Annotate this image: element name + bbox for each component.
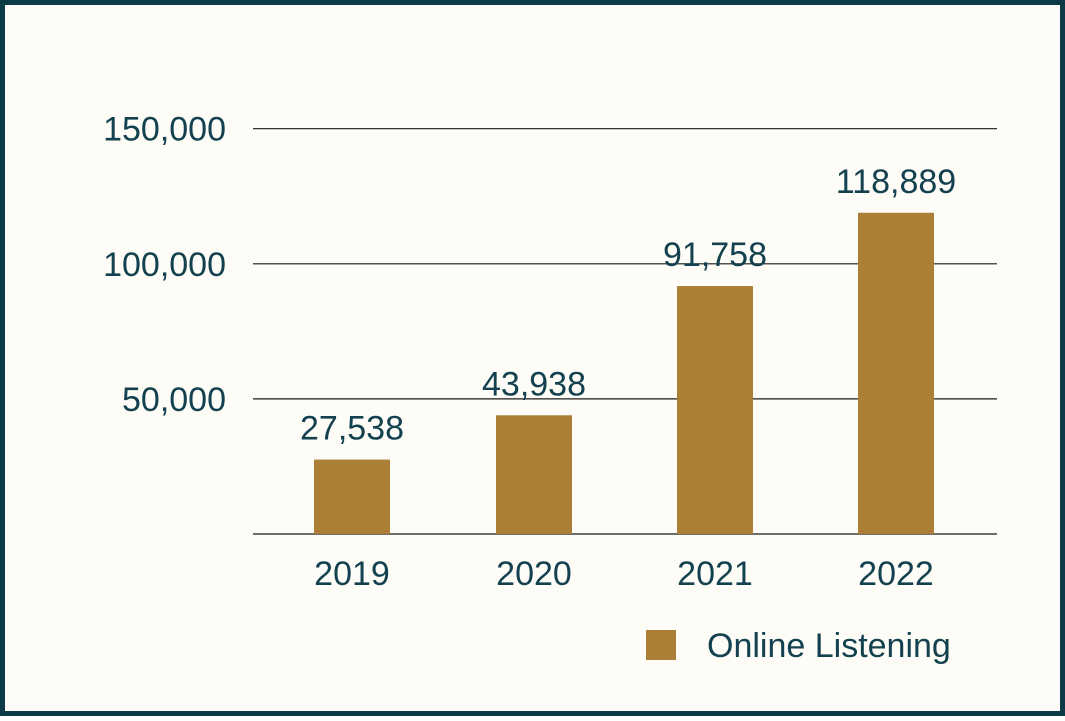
y-tick-label: 150,000 — [103, 111, 226, 149]
bar-value-labels: 27,538 43,938 91,758 118,889 — [300, 163, 956, 448]
bar-value-label-2020: 43,938 — [482, 365, 586, 403]
x-axis-tick-labels: 2019 2020 2021 2022 — [314, 555, 934, 593]
y-tick-label: 100,000 — [103, 246, 226, 284]
y-tick-label: 50,000 — [122, 381, 226, 419]
bar-value-label-2022: 118,889 — [836, 163, 956, 201]
bar-2019 — [314, 459, 390, 534]
x-tick-label-2020: 2020 — [496, 555, 572, 593]
bar-2020 — [496, 415, 572, 534]
legend-swatch — [646, 630, 676, 660]
x-tick-label-2022: 2022 — [858, 555, 934, 593]
bar-value-label-2019: 27,538 — [300, 410, 404, 448]
bar-chart: 50,000 100,000 150,000 27,538 43,938 91,758 1… — [103, 111, 997, 665]
x-tick-label-2019: 2019 — [314, 555, 390, 593]
legend-label: Online Listening — [707, 627, 951, 665]
x-tick-label-2021: 2021 — [677, 555, 753, 593]
bars — [314, 212, 934, 535]
bar-value-label-2021: 91,758 — [663, 236, 767, 274]
legend: Online Listening — [646, 627, 951, 665]
bar-2022 — [858, 212, 934, 535]
y-axis-tick-labels: 50,000 100,000 150,000 — [103, 111, 226, 419]
bar-2021 — [677, 286, 753, 534]
